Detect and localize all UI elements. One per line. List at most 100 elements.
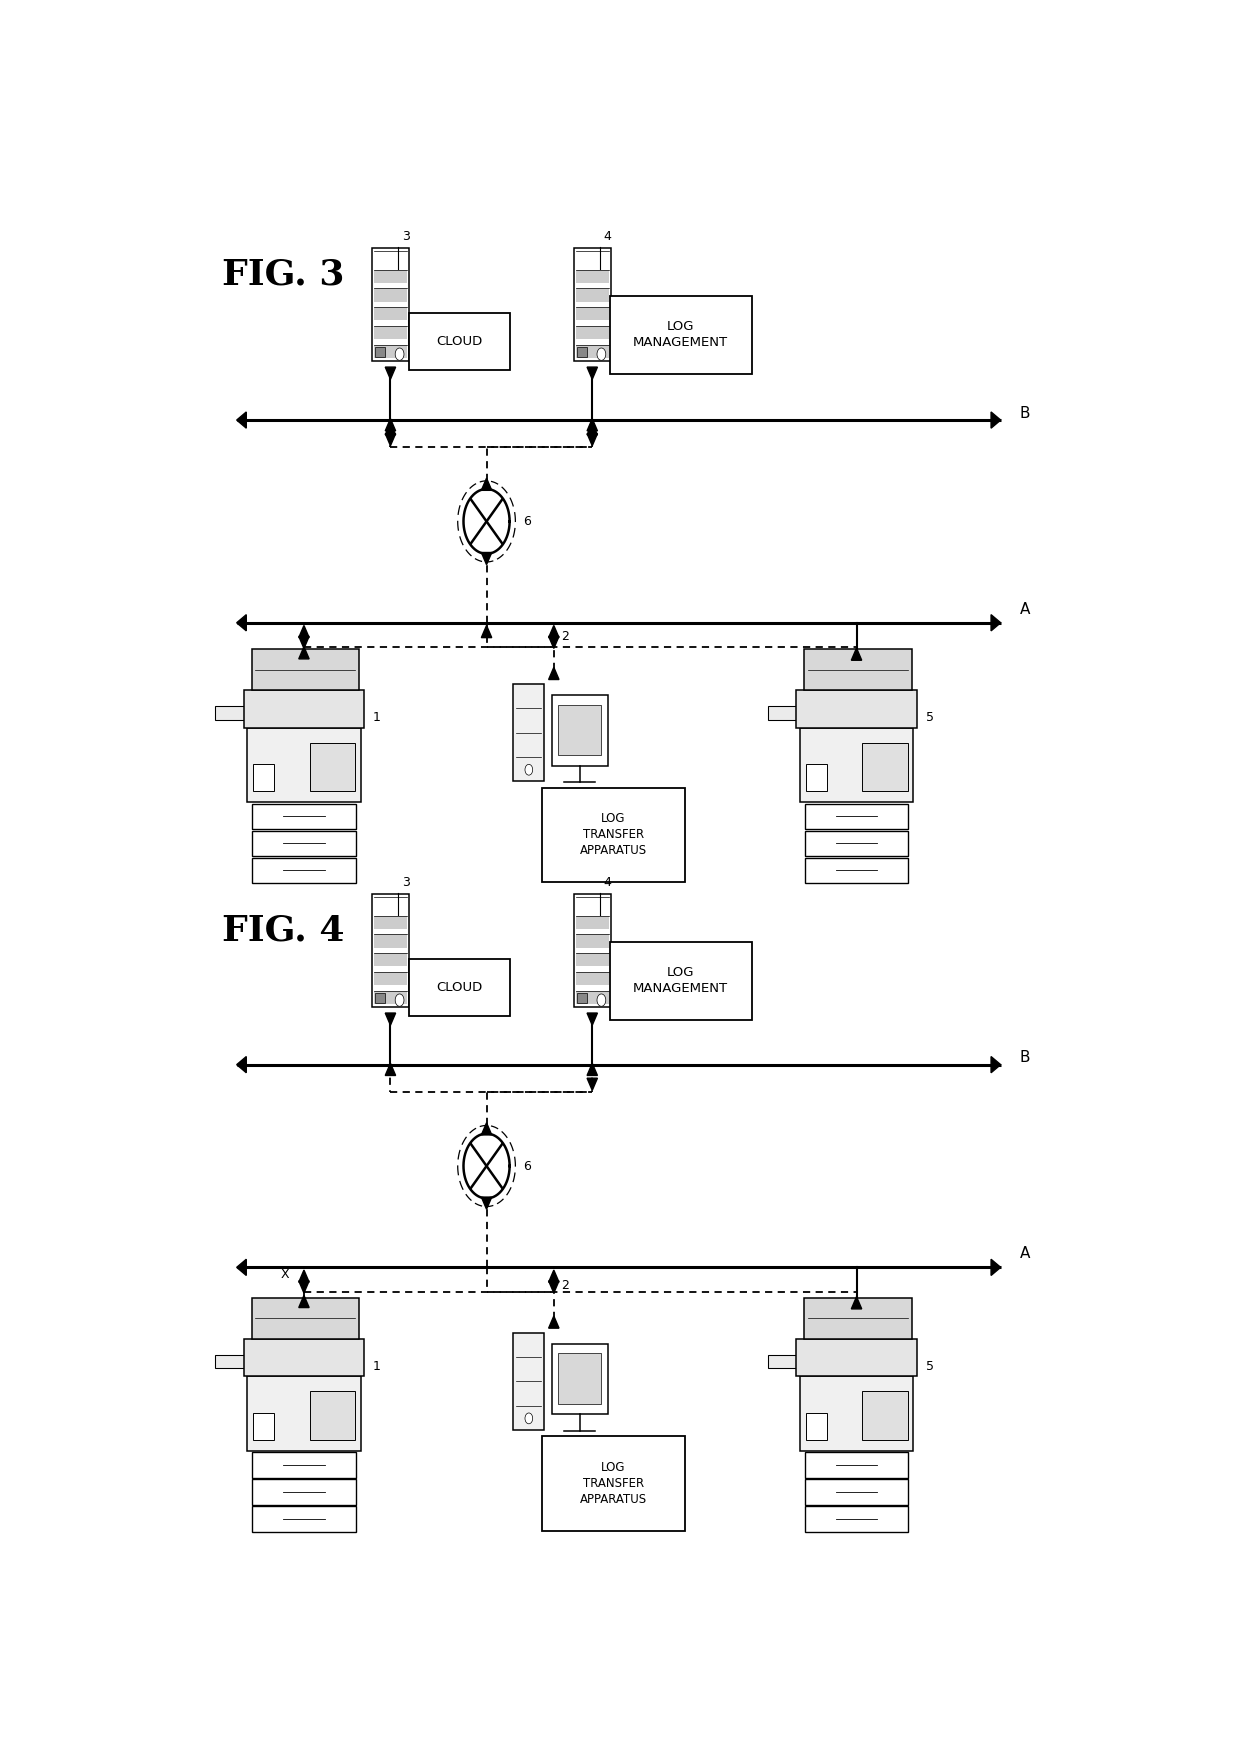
Polygon shape [386,433,396,446]
Bar [800,1376,913,1451]
Bar [862,742,908,792]
Polygon shape [386,423,396,435]
Bar [805,649,911,690]
Bar [805,1506,909,1532]
Bar [575,916,609,928]
Polygon shape [237,412,247,428]
Bar [575,934,609,948]
Bar [800,728,913,802]
Bar [374,270,407,283]
Polygon shape [481,1123,492,1135]
Text: B: B [1019,405,1030,421]
Bar [805,1299,911,1339]
Polygon shape [237,1057,247,1072]
Bar [768,1355,805,1369]
Bar [575,953,609,967]
Polygon shape [991,1260,1001,1276]
Bar [575,326,609,339]
Polygon shape [991,1057,1001,1072]
Bar [796,1339,916,1376]
Bar [542,1436,684,1530]
Polygon shape [299,648,309,658]
Polygon shape [481,553,492,565]
Polygon shape [548,1271,559,1283]
Bar [252,649,360,690]
Bar [577,347,587,356]
Bar [575,972,609,985]
Polygon shape [481,1197,492,1209]
Bar [575,346,609,358]
Polygon shape [299,637,309,648]
Polygon shape [481,625,492,637]
Polygon shape [991,412,1001,428]
Text: 2: 2 [562,630,569,642]
Polygon shape [852,1297,862,1309]
Polygon shape [481,477,492,490]
Text: LOG
MANAGEMENT: LOG MANAGEMENT [634,967,728,995]
Bar [513,1332,544,1430]
Bar [374,326,407,339]
Text: B: B [1019,1051,1030,1065]
Bar [247,1376,361,1451]
Bar [552,1344,608,1415]
Text: 6: 6 [523,1160,531,1172]
Polygon shape [386,1064,396,1076]
Text: LOG
TRANSFER
APPARATUS: LOG TRANSFER APPARATUS [580,813,647,858]
Bar [374,307,407,321]
Bar [374,346,407,358]
Bar [252,1479,356,1504]
Bar [862,1392,908,1439]
Text: CLOUD: CLOUD [436,981,482,993]
Bar [768,706,805,720]
Bar [575,307,609,321]
Circle shape [525,765,533,776]
Text: 4: 4 [604,230,611,242]
Text: A: A [1019,1246,1030,1262]
Bar [252,1451,356,1478]
Bar [805,804,909,828]
Text: A: A [1019,602,1030,616]
Polygon shape [386,419,396,432]
Polygon shape [587,367,598,379]
Bar [374,288,407,302]
Circle shape [596,993,606,1006]
Polygon shape [587,419,598,432]
Bar [244,1339,365,1376]
Text: LOG
MANAGEMENT: LOG MANAGEMENT [634,321,728,349]
Polygon shape [587,1064,598,1076]
Text: 1: 1 [373,711,381,725]
Bar [575,288,609,302]
Bar [806,1413,827,1441]
Bar [215,1355,252,1369]
Polygon shape [386,1013,396,1025]
Text: CLOUD: CLOUD [436,335,482,347]
Polygon shape [548,1316,559,1329]
Circle shape [396,347,404,360]
Text: FIG. 3: FIG. 3 [222,258,345,291]
Bar [610,297,751,374]
Polygon shape [852,648,862,660]
Text: 4: 4 [604,876,611,890]
Bar [796,690,916,728]
Bar [244,690,365,728]
Text: FIG. 4: FIG. 4 [222,913,345,948]
Text: 3: 3 [402,876,410,890]
Text: LOG
TRANSFER
APPARATUS: LOG TRANSFER APPARATUS [580,1462,647,1506]
Text: 6: 6 [523,514,531,528]
Bar [552,695,608,765]
Bar [409,960,510,1016]
Bar [558,704,601,755]
Polygon shape [587,1078,598,1090]
Polygon shape [237,614,247,630]
Bar [374,972,407,985]
Text: 3: 3 [402,230,410,242]
Polygon shape [587,433,598,446]
Bar [574,893,610,1007]
Bar [574,247,610,362]
Polygon shape [587,423,598,435]
Text: 2: 2 [562,1279,569,1292]
Polygon shape [299,625,309,637]
Bar [805,1479,909,1504]
Polygon shape [587,1013,598,1025]
Bar [575,270,609,283]
